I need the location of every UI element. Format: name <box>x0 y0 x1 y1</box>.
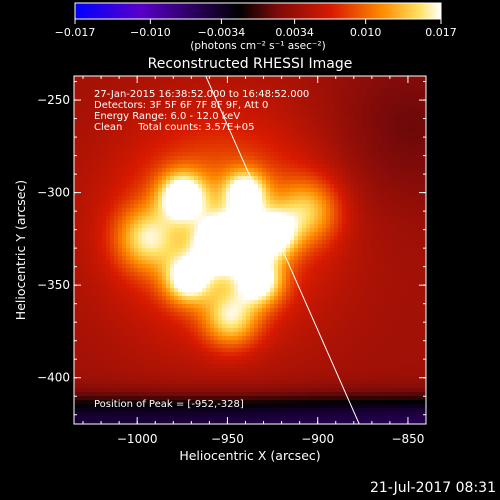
heatmap <box>74 76 426 424</box>
y-tick-label: −350 <box>37 278 70 292</box>
x-tick-label: −900 <box>301 432 334 446</box>
x-tick-label: −1000 <box>117 432 158 446</box>
chart-title: Reconstructed RHESSI Image <box>148 56 353 72</box>
y-tick-label: −400 <box>37 371 70 385</box>
y-tick-label: −250 <box>37 93 70 107</box>
colorbar-unit-label: (photons cm⁻² s⁻¹ asec⁻²) <box>190 40 325 52</box>
colorbar-ticks: −0.017 −0.010 −0.0034 0.0034 0.010 0.017 <box>55 19 457 39</box>
colorbar-tick-label: −0.0034 <box>198 26 246 39</box>
annotation-detectors: Detectors: 3F 5F 6F 7F 8F 9F, Att 0 <box>94 100 268 111</box>
annotation-clean-counts: Clean Total counts: 3.57E+05 <box>94 122 254 133</box>
x-tick-label: −850 <box>391 432 424 446</box>
timestamp: 21-Jul-2017 08:31 <box>369 480 496 496</box>
annotation-energy-range: Energy Range: 6.0 - 12.0 keV <box>94 111 240 122</box>
annotation-block: 27-Jan-2015 16:38:52.000 to 16:48:52.000… <box>94 89 309 133</box>
solar-limb-line <box>205 76 360 424</box>
peak-position-label: Position of Peak = [-952,-328] <box>94 399 244 410</box>
plot-area <box>74 76 426 424</box>
y-axis-label: Heliocentric Y (arcsec) <box>13 180 28 320</box>
colorbar-tick-label: 0.0034 <box>275 26 314 39</box>
plot-frame <box>73 75 427 425</box>
y-tick-label: −300 <box>37 186 70 200</box>
colorbar: −0.017 −0.010 −0.0034 0.0034 0.010 0.017 (pho… <box>55 2 457 52</box>
x-axis-ticks: −1000 −950 −900 −850 <box>82 76 427 446</box>
x-tick-label: −950 <box>211 432 244 446</box>
annotation-time-range: 27-Jan-2015 16:38:52.000 to 16:48:52.000 <box>94 89 309 100</box>
colorbar-tick-label: 0.010 <box>350 26 382 39</box>
y-axis-ticks: −250 −300 −350 −400 <box>37 81 426 416</box>
colorbar-gradient <box>74 2 442 20</box>
colorbar-tick-label: −0.017 <box>55 26 96 39</box>
x-axis-label: Heliocentric X (arcsec) <box>179 448 320 463</box>
colorbar-tick-label: 0.017 <box>425 26 457 39</box>
colorbar-tick-label: −0.010 <box>130 26 171 39</box>
